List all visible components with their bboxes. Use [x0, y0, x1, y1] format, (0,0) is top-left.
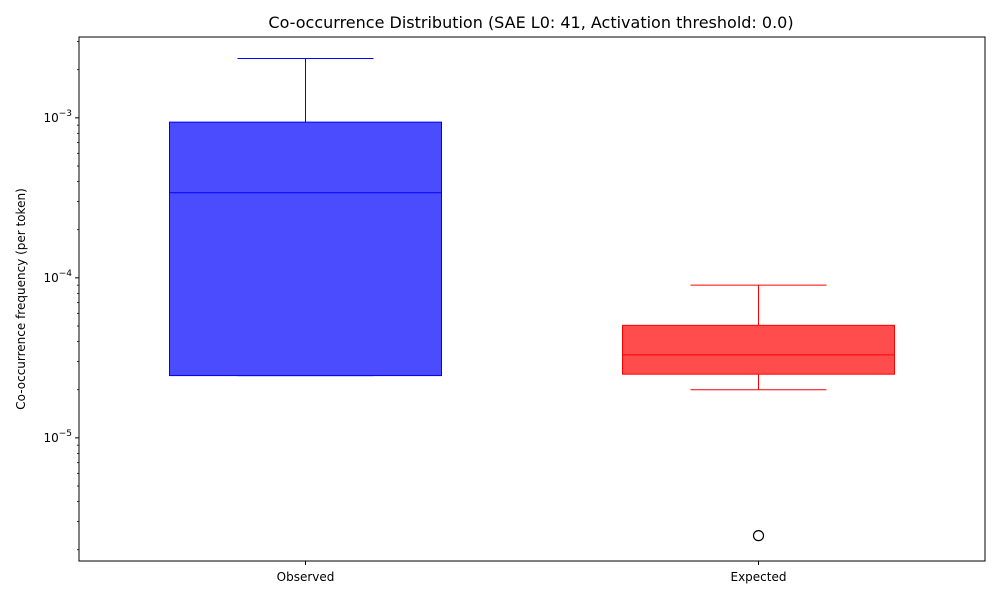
x-tick-label-1: Expected [731, 570, 787, 584]
plot-area: Observed Expected 10−5 10−4 10−3 [43, 36, 986, 584]
x-tick-label-0: Observed [277, 570, 335, 584]
observed-box [169, 121, 442, 377]
plot-frame [78, 36, 986, 562]
y-tick-label-1: 10−4 [43, 269, 72, 285]
y-tick-label-2: 10−3 [43, 109, 72, 125]
chart-title: Co-occurrence Distribution (SAE L0: 41, … [268, 13, 793, 32]
y-axis-label: Co-occurrence frequency (per token) [14, 188, 28, 409]
y-tick-label-0: 10−5 [43, 429, 72, 445]
expected-box [622, 324, 895, 375]
expected-outlier-0 [752, 530, 765, 542]
